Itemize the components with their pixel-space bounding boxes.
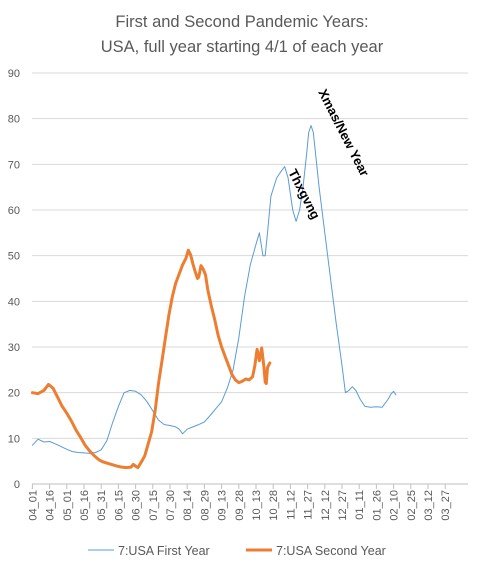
- x-tick-label: 08_14: [182, 490, 194, 521]
- x-tick-label: 06_15: [113, 490, 125, 521]
- legend: 7:USA First Year 7:USA Second Year: [88, 544, 386, 558]
- annotation-xmas-new-year: Xmas/New Year: [315, 87, 372, 179]
- x-tick-label: 11_12: [285, 490, 297, 520]
- series-layer: [30, 125, 397, 470]
- x-tick-label: 02_10: [389, 490, 401, 521]
- x-tick-label: 06_30: [131, 490, 143, 521]
- x-tick-label: 03_12: [423, 490, 435, 521]
- y-tick-label: 50: [8, 251, 20, 263]
- y-tick-label: 10: [8, 433, 20, 445]
- x-tick-label: 05_01: [62, 490, 74, 521]
- x-tick-label: 10_13: [251, 490, 263, 521]
- series-line-2: [30, 248, 272, 470]
- y-tick-label: 0: [14, 479, 20, 491]
- x-tick-label: 07_15: [148, 490, 160, 521]
- chart-title: First and Second Pandemic Years: USA, fu…: [101, 13, 384, 56]
- y-tick-label: 20: [8, 388, 20, 400]
- x-tick-label: 04_16: [45, 490, 57, 521]
- x-tick-label: 11_27: [303, 490, 315, 520]
- x-tick-label: 09_13: [217, 490, 229, 521]
- x-tick-label: 05_16: [79, 490, 91, 521]
- y-tick-label: 80: [8, 114, 20, 126]
- x-axis: 04_01 04_16 05_01 05_16 05_31 06_15 06_30 07_15…: [27, 484, 452, 521]
- chart-title-line-2: USA, full year starting 4/1 of each year: [101, 38, 384, 56]
- x-tick-label: 03_27: [440, 490, 452, 521]
- y-tick-label: 60: [8, 205, 20, 217]
- x-tick-label: 04_01: [27, 490, 39, 521]
- series-line-1: [31, 125, 397, 454]
- x-tick-label: 07_30: [165, 490, 177, 521]
- x-tick-label: 08_29: [199, 490, 211, 521]
- x-tick-label: 12_12: [320, 490, 332, 521]
- x-tick-label: 02_25: [406, 490, 418, 521]
- chart-title-line-1: First and Second Pandemic Years:: [115, 13, 368, 31]
- y-tick-label: 30: [8, 342, 20, 354]
- x-tick-label: 01_26: [371, 490, 383, 521]
- y-tick-label: 40: [8, 296, 20, 308]
- x-tick-label: 09_28: [234, 490, 246, 521]
- gridlines: [32, 72, 468, 485]
- y-tick-label: 90: [8, 68, 20, 80]
- x-tick-label: 05_31: [96, 490, 108, 521]
- y-tick-label: 70: [8, 159, 20, 171]
- legend-label-1: 7:USA First Year: [118, 544, 210, 558]
- x-tick-label: 01_11: [354, 490, 366, 520]
- y-axis: 0 10 20 30 40 50 60 70 80 90: [8, 68, 20, 491]
- x-tick-label: 10_28: [268, 490, 280, 521]
- legend-label-2: 7:USA Second Year: [276, 544, 386, 558]
- x-tick-label: 12_27: [337, 490, 349, 521]
